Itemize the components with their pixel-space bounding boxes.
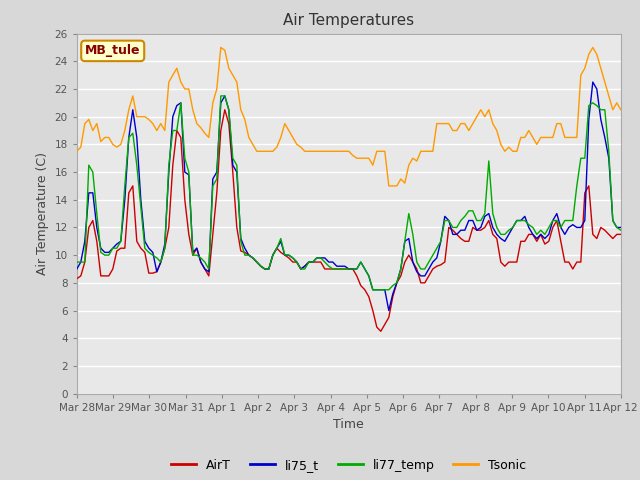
Title: Air Temperatures: Air Temperatures	[284, 13, 414, 28]
Legend: AirT, li75_t, li77_temp, Tsonic: AirT, li75_t, li77_temp, Tsonic	[166, 454, 531, 477]
Y-axis label: Air Temperature (C): Air Temperature (C)	[36, 152, 49, 275]
X-axis label: Time: Time	[333, 418, 364, 431]
Text: MB_tule: MB_tule	[85, 44, 140, 58]
